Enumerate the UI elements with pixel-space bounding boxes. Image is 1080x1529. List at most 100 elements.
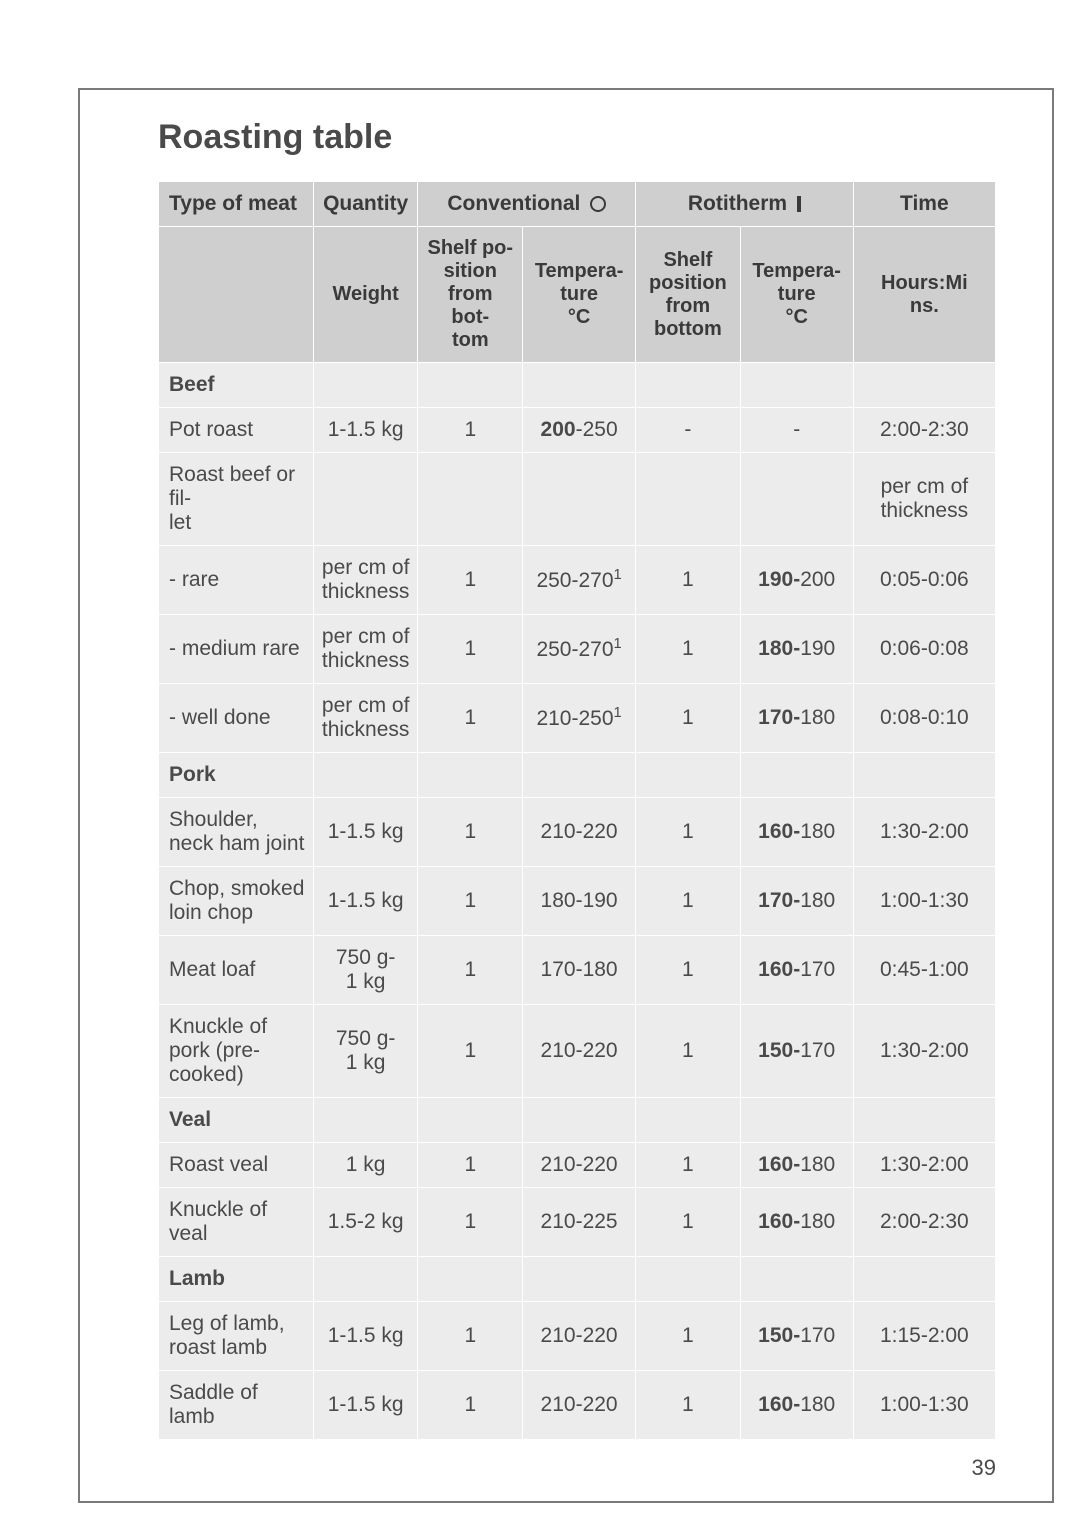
- cell-quantity: per cm of thickness: [313, 615, 418, 684]
- cell-meat: Knuckle of veal: [159, 1188, 314, 1257]
- cell-meat: - well done: [159, 684, 314, 753]
- th-conventional-label: Conventional: [447, 192, 580, 215]
- th-temp-1: Tempera- ture °C: [523, 227, 636, 363]
- empty-cell: [313, 1257, 418, 1302]
- th-shelf-2: Shelf position from bottom: [636, 227, 741, 363]
- cell-conv-shelf: 1: [418, 615, 523, 684]
- section-label: Pork: [159, 753, 314, 798]
- th-rotitherm: Rotitherm: [636, 182, 854, 227]
- cell-quantity: per cm of thickness: [313, 684, 418, 753]
- section-row: Beef: [159, 363, 996, 408]
- cell-conv-shelf: 1: [418, 1371, 523, 1440]
- th-blank: [159, 227, 314, 363]
- cell-roti-shelf: 1: [636, 867, 741, 936]
- cell-roti-temp: 160-180: [740, 1371, 853, 1440]
- cell-roti-shelf: 1: [636, 1371, 741, 1440]
- cell-roti-shelf: 1: [636, 1143, 741, 1188]
- empty-cell: [853, 753, 995, 798]
- cell-time: 0:08-0:10: [853, 684, 995, 753]
- cell-quantity: 750 g- 1 kg: [313, 936, 418, 1005]
- cell-conv-temp: 210-220: [523, 1302, 636, 1371]
- cell-time: 1:15-2:00: [853, 1302, 995, 1371]
- cell-conv-shelf: 1: [418, 684, 523, 753]
- cell-quantity: per cm of thickness: [313, 546, 418, 615]
- table-row: Chop, smoked loin chop1-1.5 kg1180-19011…: [159, 867, 996, 936]
- cell-meat: Shoulder, neck ham joint: [159, 798, 314, 867]
- empty-cell: [313, 1098, 418, 1143]
- cell-roti-shelf: 1: [636, 615, 741, 684]
- section-row: Veal: [159, 1098, 996, 1143]
- cell-conv-shelf: 1: [418, 936, 523, 1005]
- cell-quantity: 1-1.5 kg: [313, 1371, 418, 1440]
- th-shelf-1: Shelf po- sition from bot- tom: [418, 227, 523, 363]
- table-header-row-2: Weight Shelf po- sition from bot- tom Te…: [159, 227, 996, 363]
- cell-quantity: [313, 453, 418, 546]
- empty-cell: [418, 1257, 523, 1302]
- cell-roti-shelf: 1: [636, 936, 741, 1005]
- cell-roti-shelf: 1: [636, 1302, 741, 1371]
- cell-meat: Saddle of lamb: [159, 1371, 314, 1440]
- cell-time: 1:00-1:30: [853, 867, 995, 936]
- cell-conv-shelf: 1: [418, 798, 523, 867]
- empty-cell: [740, 1098, 853, 1143]
- cell-roti-temp: 160-180: [740, 1188, 853, 1257]
- section-label: Lamb: [159, 1257, 314, 1302]
- table-row: - medium rareper cm of thickness1250-270…: [159, 615, 996, 684]
- cell-time: 0:05-0:06: [853, 546, 995, 615]
- cell-time: per cm of thickness: [853, 453, 995, 546]
- th-rotitherm-label: Rotitherm: [688, 192, 787, 215]
- cell-conv-temp: 210-220: [523, 1371, 636, 1440]
- page-frame: Roasting table Type of meat Quantity Con…: [78, 88, 1054, 1503]
- cell-conv-shelf: [418, 453, 523, 546]
- empty-cell: [636, 1257, 741, 1302]
- table-row: - rareper cm of thickness1250-27011190-2…: [159, 546, 996, 615]
- empty-cell: [740, 753, 853, 798]
- cell-meat: Roast beef or fil- let: [159, 453, 314, 546]
- cell-roti-temp: 170-180: [740, 867, 853, 936]
- cell-conv-shelf: 1: [418, 867, 523, 936]
- cell-meat: Meat loaf: [159, 936, 314, 1005]
- empty-cell: [523, 753, 636, 798]
- cell-roti-temp: [740, 453, 853, 546]
- cell-quantity: 750 g- 1 kg: [313, 1005, 418, 1098]
- page-number: 39: [972, 1455, 996, 1481]
- empty-cell: [636, 753, 741, 798]
- cell-roti-shelf: 1: [636, 1188, 741, 1257]
- cell-conv-temp: 170-180: [523, 936, 636, 1005]
- empty-cell: [853, 363, 995, 408]
- cell-conv-temp: 250-2701: [523, 546, 636, 615]
- cell-quantity: 1-1.5 kg: [313, 1302, 418, 1371]
- cell-quantity: 1-1.5 kg: [313, 408, 418, 453]
- cell-conv-temp: 210-220: [523, 798, 636, 867]
- th-temp-2: Tempera- ture °C: [740, 227, 853, 363]
- empty-cell: [853, 1257, 995, 1302]
- cell-roti-temp: 170-180: [740, 684, 853, 753]
- cell-conv-shelf: 1: [418, 546, 523, 615]
- section-row: Pork: [159, 753, 996, 798]
- cell-meat: - medium rare: [159, 615, 314, 684]
- cell-conv-temp: 210-220: [523, 1005, 636, 1098]
- cell-quantity: 1.5-2 kg: [313, 1188, 418, 1257]
- empty-cell: [740, 363, 853, 408]
- cell-time: 1:30-2:00: [853, 1005, 995, 1098]
- table-row: Pot roast1-1.5 kg1200-250--2:00-2:30: [159, 408, 996, 453]
- cell-time: 2:00-2:30: [853, 1188, 995, 1257]
- empty-cell: [313, 753, 418, 798]
- empty-cell: [740, 1257, 853, 1302]
- cell-meat: Pot roast: [159, 408, 314, 453]
- cell-roti-temp: 150-170: [740, 1302, 853, 1371]
- cell-quantity: 1 kg: [313, 1143, 418, 1188]
- cell-conv-shelf: 1: [418, 1188, 523, 1257]
- cell-roti-shelf: 1: [636, 684, 741, 753]
- page-title: Roasting table: [158, 118, 996, 157]
- cell-conv-temp: 210-220: [523, 1143, 636, 1188]
- cell-roti-temp: 160-180: [740, 1143, 853, 1188]
- section-row: Lamb: [159, 1257, 996, 1302]
- empty-cell: [853, 1098, 995, 1143]
- cell-roti-temp: 160-170: [740, 936, 853, 1005]
- th-weight: Weight: [313, 227, 418, 363]
- table-row: Knuckle of pork (pre-cooked)750 g- 1 kg1…: [159, 1005, 996, 1098]
- empty-cell: [523, 363, 636, 408]
- conventional-icon: [590, 196, 606, 212]
- cell-roti-temp: 180-190: [740, 615, 853, 684]
